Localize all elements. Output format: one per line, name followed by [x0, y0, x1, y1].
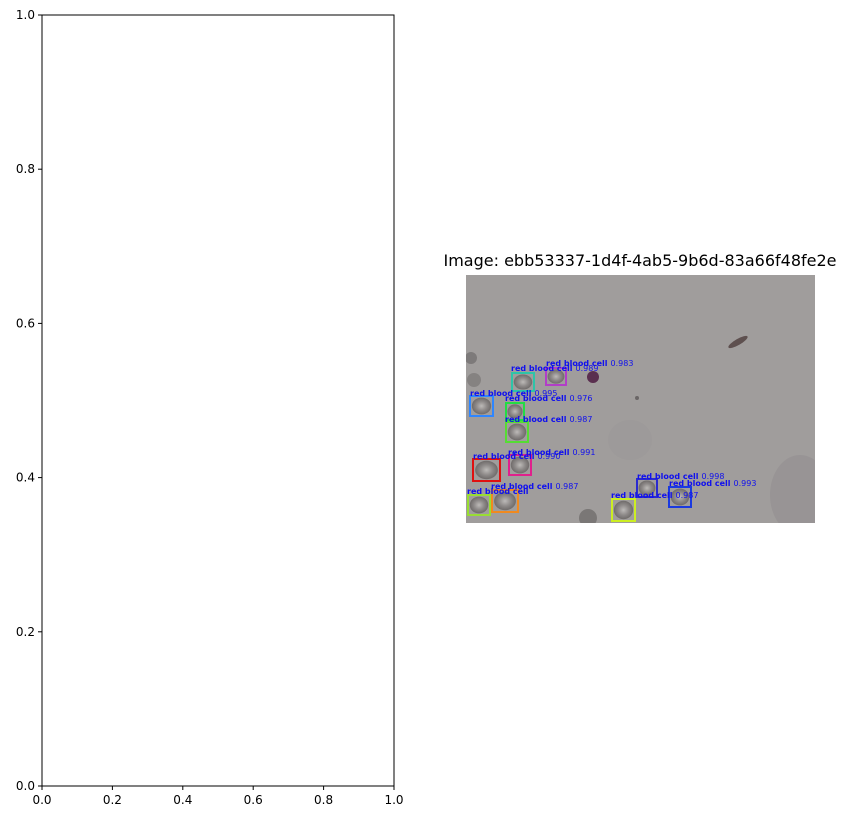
- image-texture: [466, 335, 815, 523]
- detection-class: red blood cell: [505, 415, 567, 424]
- image-panel: Image: ebb53337-1d4f-4ab5-9b6d-83a66f48f…: [443, 251, 837, 523]
- red-blood-cell: [513, 374, 533, 390]
- debris: [728, 335, 748, 349]
- detection-label: red blood cell 0.987: [505, 415, 592, 424]
- red-blood-cell: [613, 500, 634, 520]
- detection-class: red blood cell: [467, 487, 529, 496]
- red-blood-cell: [494, 491, 516, 511]
- detection-box: [545, 367, 567, 386]
- detection-score: 0.987: [570, 415, 593, 424]
- detection-class: red blood cell: [470, 389, 532, 398]
- red-blood-cell: [471, 397, 492, 415]
- detection-score: 0.983: [611, 359, 634, 368]
- detection-score: 0.987: [676, 491, 699, 500]
- axis-ticks: 0.0 0.2 0.4 0.6 0.8 1.0 0.0 0.2 0.4 0.6 0.8 1.0: [16, 8, 404, 807]
- red-blood-cell: [475, 460, 498, 480]
- detection-label: red blood cell 0.998: [637, 472, 724, 481]
- stain-blob: [608, 420, 652, 460]
- detection-label: red blood cell 0.993: [669, 479, 756, 488]
- x-tick-label: 1.0: [384, 793, 403, 807]
- detection-score: 0.991: [573, 448, 596, 457]
- microscope-image: [466, 275, 815, 523]
- detection-class: red blood cell: [505, 394, 567, 403]
- empty-axes: 0.0 0.2 0.4 0.6 0.8 1.0 0.0 0.2 0.4 0.6 0.8 1.0: [16, 8, 404, 807]
- debris: [635, 396, 639, 400]
- stain-blob: [770, 455, 815, 523]
- detection-box: [469, 395, 494, 417]
- detection-label: red blood cell: [467, 487, 529, 496]
- detection-box: [611, 498, 636, 522]
- y-tick-label: 0.4: [16, 471, 35, 485]
- red-blood-cell: [507, 404, 523, 419]
- x-tick-label: 0.6: [244, 793, 263, 807]
- red-blood-cell: [507, 423, 527, 441]
- detection-class: red blood cell: [669, 479, 731, 488]
- red-blood-cell: [510, 456, 530, 474]
- detection-class: red blood cell: [546, 359, 608, 368]
- x-tick-label: 0.0: [32, 793, 51, 807]
- detection-class: red blood cell: [511, 364, 573, 373]
- x-tick-label: 0.2: [103, 793, 122, 807]
- detection-label: red blood cell 0.987: [491, 482, 578, 491]
- y-tick-label: 0.6: [16, 316, 35, 330]
- red-blood-cell: [469, 496, 489, 514]
- detection-score: 0.993: [734, 479, 757, 488]
- detection-label: red blood cell 0.991: [508, 448, 595, 457]
- detection-box: [467, 494, 491, 516]
- detection-box: [508, 454, 532, 476]
- detection-score: 0.987: [556, 482, 579, 491]
- detection-box: [505, 402, 525, 421]
- y-tick-label: 0.0: [16, 779, 35, 793]
- axes-frame: [41, 14, 395, 787]
- y-tick-label: 1.0: [16, 8, 35, 22]
- red-blood-cell: [547, 369, 565, 384]
- detection-score: 0.990: [538, 452, 561, 461]
- y-tick-label: 0.8: [16, 162, 35, 176]
- x-tick-label: 0.8: [314, 793, 333, 807]
- detection-box: [636, 478, 658, 498]
- detection-label: red blood cell 0.989: [511, 364, 598, 373]
- detection-box: [668, 486, 692, 508]
- y-tick-label: 0.2: [16, 625, 35, 639]
- x-tick-label: 0.4: [173, 793, 192, 807]
- detection-class: red blood cell: [508, 448, 570, 457]
- detection-class: red blood cell: [611, 491, 673, 500]
- cell: [467, 373, 481, 387]
- detection-label: red blood cell 0.983: [546, 359, 633, 368]
- dark-cell: [587, 371, 599, 383]
- detection-box: [511, 372, 535, 392]
- detection-box: [472, 458, 501, 482]
- red-blood-cell: [670, 488, 690, 506]
- detection-score: 0.998: [702, 472, 725, 481]
- detection-class: red blood cell: [473, 452, 535, 461]
- image-title: Image: ebb53337-1d4f-4ab5-9b6d-83a66f48f…: [443, 251, 836, 270]
- detection-score: 0.995: [535, 389, 558, 398]
- detection-class: red blood cell: [637, 472, 699, 481]
- red-blood-cell: [638, 480, 656, 496]
- cell: [466, 352, 477, 364]
- cell: [579, 509, 597, 523]
- cells: [469, 369, 690, 520]
- detection-class: red blood cell: [491, 482, 553, 491]
- detection-score: 0.976: [570, 394, 593, 403]
- detection-label: red blood cell 0.987: [611, 491, 698, 500]
- detection-label: red blood cell 0.995: [470, 389, 557, 398]
- detection-label: red blood cell 0.990: [473, 452, 560, 461]
- detection-score: 0.989: [576, 364, 599, 373]
- detection-box: [505, 421, 529, 443]
- detection-label: red blood cell 0.976: [505, 394, 592, 403]
- detection-box: [491, 489, 519, 513]
